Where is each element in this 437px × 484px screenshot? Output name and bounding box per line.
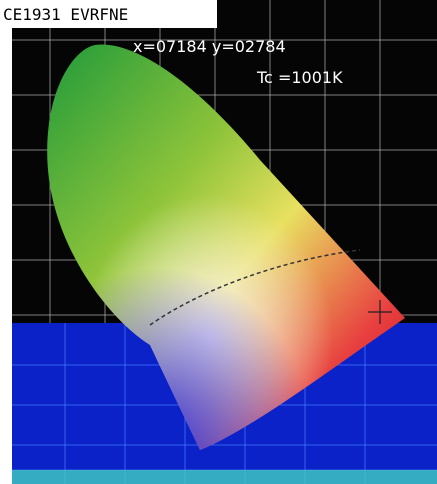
blue-region (47, 44, 405, 451)
temperature-readout: Tc =1001K (256, 68, 343, 87)
coordinates-readout: x=07184 y=02784 (133, 37, 286, 56)
left-margin (0, 45, 12, 484)
title: CE1931 EVRFNE (3, 5, 128, 24)
title-box (0, 0, 217, 28)
crosshair (368, 300, 392, 324)
planckian-locus (149, 249, 361, 326)
axis-strip (12, 470, 437, 484)
